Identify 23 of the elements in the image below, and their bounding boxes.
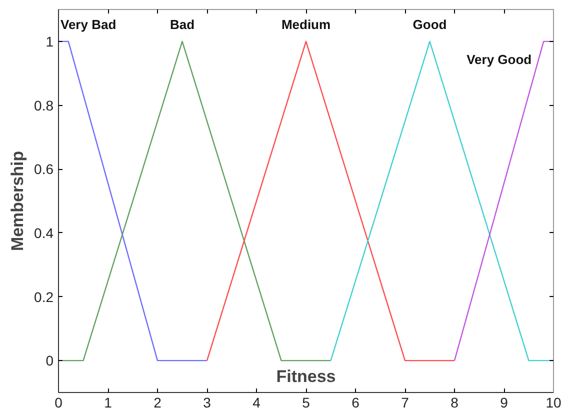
- series-label: Very Bad: [60, 16, 116, 32]
- y-tick-label: 0.8: [34, 97, 54, 114]
- y-axis-title: Membership: [8, 150, 28, 252]
- series-label: Medium: [281, 16, 331, 32]
- x-tick-label: 9: [500, 394, 508, 410]
- x-tick-label: 5: [302, 394, 310, 410]
- x-tick-label: 1: [104, 394, 112, 410]
- x-axis-title: Fitness: [276, 367, 336, 386]
- series-label: Very Good: [466, 52, 532, 67]
- x-tick-label: 2: [154, 394, 162, 410]
- y-tick-label: 0: [46, 352, 54, 369]
- y-tick-label: 1: [46, 33, 54, 50]
- series-label: Good: [412, 16, 447, 32]
- y-tick-label: 0.6: [34, 161, 54, 178]
- x-tick-label: 7: [401, 394, 410, 410]
- x-tick-label: 4: [252, 394, 261, 410]
- x-tick-label: 3: [203, 394, 212, 410]
- y-tick-label: 0.4: [34, 224, 54, 241]
- x-tick-label: 6: [352, 394, 360, 410]
- x-tick-label: 10: [546, 394, 562, 410]
- x-tick-label: 8: [450, 394, 459, 410]
- y-tick-label: 0.2: [34, 288, 54, 305]
- series-label: Bad: [170, 16, 195, 32]
